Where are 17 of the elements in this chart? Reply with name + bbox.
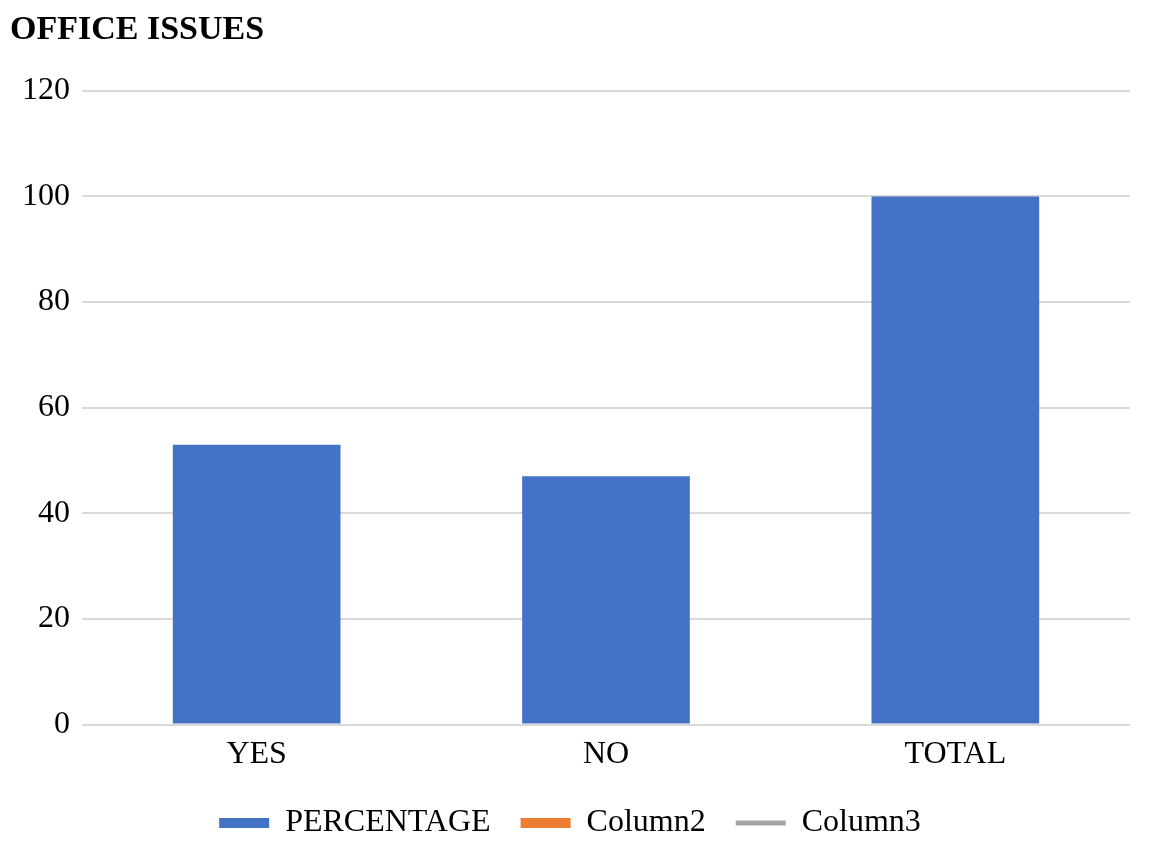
bar bbox=[871, 196, 1040, 724]
x-tick-label: YES bbox=[226, 734, 287, 771]
y-tick-label: 100 bbox=[22, 175, 70, 212]
x-tick-label: TOTAL bbox=[904, 734, 1007, 771]
chart-title: OFFICE ISSUES bbox=[10, 9, 265, 47]
legend-label: Column3 bbox=[801, 802, 921, 839]
y-tick-label: 80 bbox=[38, 281, 70, 318]
bar bbox=[522, 476, 690, 724]
y-tick-label: 60 bbox=[38, 387, 70, 424]
x-tick-label: NO bbox=[582, 734, 630, 771]
bar bbox=[172, 444, 341, 724]
legend-label: Column2 bbox=[586, 802, 706, 839]
legend-label: PERCENTAGE bbox=[285, 802, 491, 839]
y-tick-label: 120 bbox=[22, 70, 70, 107]
y-tick-label: 40 bbox=[38, 492, 70, 529]
y-tick-label: 20 bbox=[38, 598, 70, 635]
y-tick-label: 0 bbox=[54, 704, 70, 741]
